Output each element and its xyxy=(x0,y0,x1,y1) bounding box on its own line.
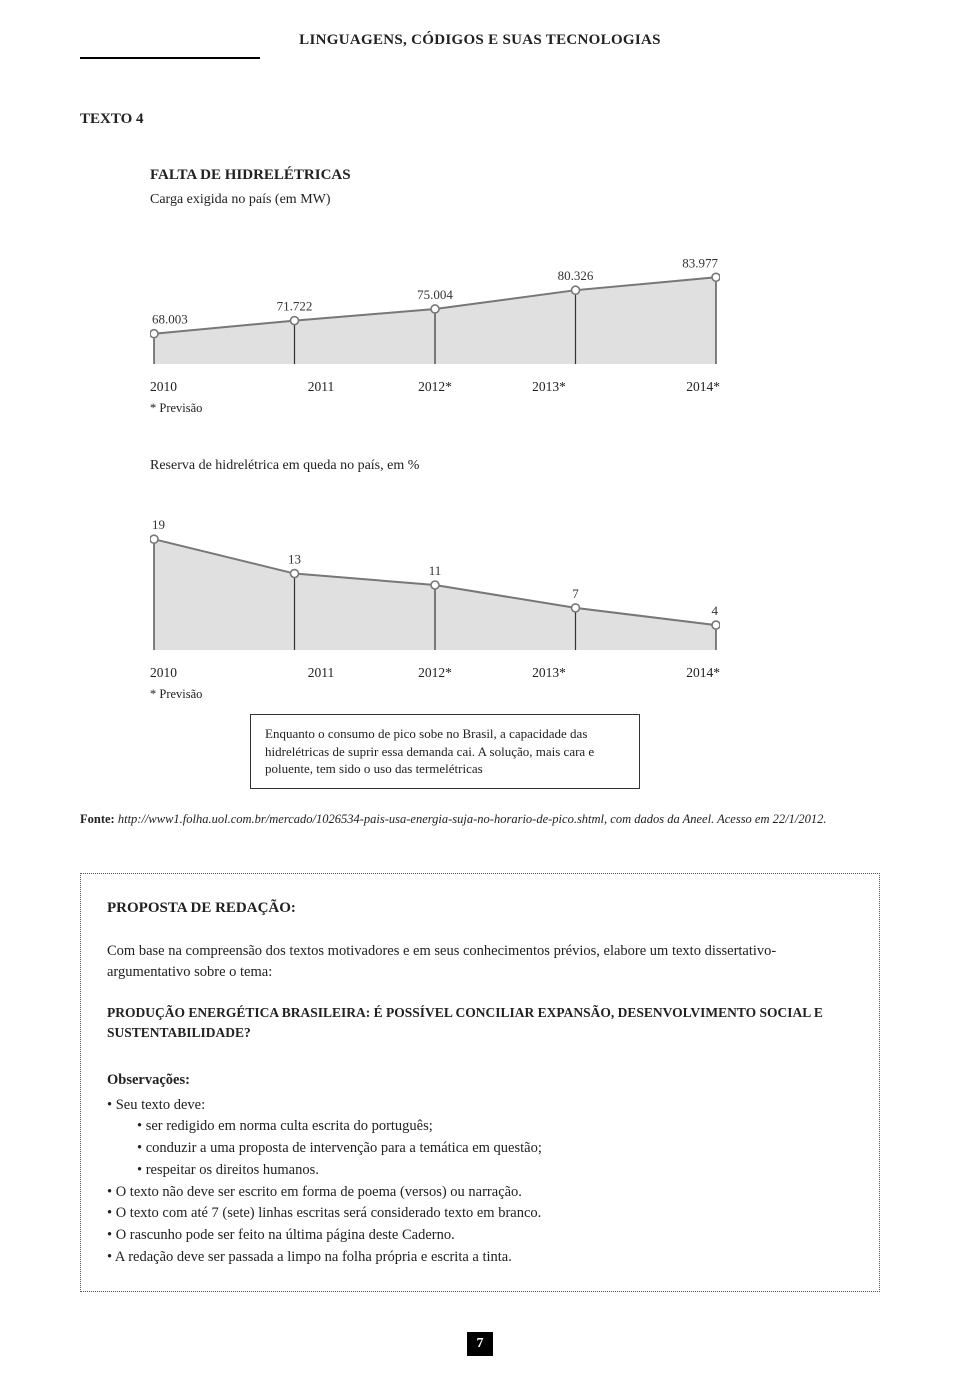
obs-item: • O texto não deve ser escrito em forma … xyxy=(107,1182,853,1204)
axis-label: 2013* xyxy=(492,664,606,683)
svg-text:7: 7 xyxy=(572,585,579,600)
chart2: 19 13 11 7 4 xyxy=(150,500,830,650)
axis-label: 2010 xyxy=(150,378,264,397)
svg-text:19: 19 xyxy=(152,517,165,532)
page-header-title: LINGUAGENS, CÓDIGOS E SUAS TECNOLOGIAS xyxy=(80,30,880,51)
chart1-svg: 68.003 71.722 75.004 80.326 83.977 xyxy=(150,234,720,364)
chart2-subtitle: Reserva de hidrelétrica em queda no país… xyxy=(150,456,830,476)
axis-label: 2014* xyxy=(606,664,720,683)
chart2-svg: 19 13 11 7 4 xyxy=(150,500,720,650)
obs-item: • Seu texto deve: xyxy=(107,1095,853,1117)
obs-item: • O rascunho pode ser feito na última pá… xyxy=(107,1225,853,1247)
axis-label: 2011 xyxy=(264,664,378,683)
callout-box: Enquanto o consumo de pico sobe no Brasi… xyxy=(250,714,640,789)
axis-label: 2012* xyxy=(378,378,492,397)
svg-text:71.722: 71.722 xyxy=(277,298,313,313)
chart2-previsao: * Previsão xyxy=(150,686,830,704)
axis-label: 2012* xyxy=(378,664,492,683)
obs-item: • respeitar os direitos humanos. xyxy=(107,1160,853,1182)
svg-text:80.326: 80.326 xyxy=(558,268,594,283)
axis-label: 2011 xyxy=(264,378,378,397)
chart1-title: FALTA DE HIDRELÉTRICAS xyxy=(150,165,830,186)
svg-text:68.003: 68.003 xyxy=(152,311,188,326)
proposal-question: PRODUÇÃO ENERGÉTICA BRASILEIRA: É POSSÍV… xyxy=(107,1003,853,1042)
svg-text:75.004: 75.004 xyxy=(417,287,453,302)
proposal-heading: PROPOSTA DE REDAÇÃO: xyxy=(107,898,853,919)
fonte-line: Fonte: http://www1.folha.uol.com.br/merc… xyxy=(80,811,880,829)
svg-text:4: 4 xyxy=(712,603,719,618)
chart1-previsao: * Previsão xyxy=(150,400,830,418)
page-number: 7 xyxy=(467,1332,493,1356)
obs-title: Observações: xyxy=(107,1070,853,1090)
svg-text:13: 13 xyxy=(288,551,301,566)
chart1-xaxis: 201020112012*2013*2014* xyxy=(150,378,720,397)
axis-label: 2010 xyxy=(150,664,264,683)
axis-label: 2013* xyxy=(492,378,606,397)
obs-item: • O texto com até 7 (sete) linhas escrit… xyxy=(107,1203,853,1225)
chart1-subtitle: Carga exigida no país (em MW) xyxy=(150,190,830,210)
texto-label: TEXTO 4 xyxy=(80,109,880,130)
svg-text:83.977: 83.977 xyxy=(682,255,718,270)
obs-item: • conduzir a uma proposta de intervenção… xyxy=(107,1138,853,1160)
axis-label: 2014* xyxy=(606,378,720,397)
obs-item: • ser redigido em norma culta escrita do… xyxy=(107,1116,853,1138)
header-rule xyxy=(80,57,260,59)
svg-text:11: 11 xyxy=(429,563,442,578)
chart1: 68.003 71.722 75.004 80.326 83.977 xyxy=(150,234,830,364)
obs-list: • Seu texto deve:• ser redigido em norma… xyxy=(107,1095,853,1269)
fonte-text: http://www1.folha.uol.com.br/mercado/102… xyxy=(118,812,827,826)
fonte-label: Fonte: xyxy=(80,812,118,826)
proposal-intro: Com base na compreensão dos textos motiv… xyxy=(107,941,853,983)
proposal-box: PROPOSTA DE REDAÇÃO: Com base na compree… xyxy=(80,873,880,1291)
obs-item: • A redação deve ser passada a limpo na … xyxy=(107,1247,853,1269)
chart2-xaxis: 201020112012*2013*2014* xyxy=(150,664,720,683)
